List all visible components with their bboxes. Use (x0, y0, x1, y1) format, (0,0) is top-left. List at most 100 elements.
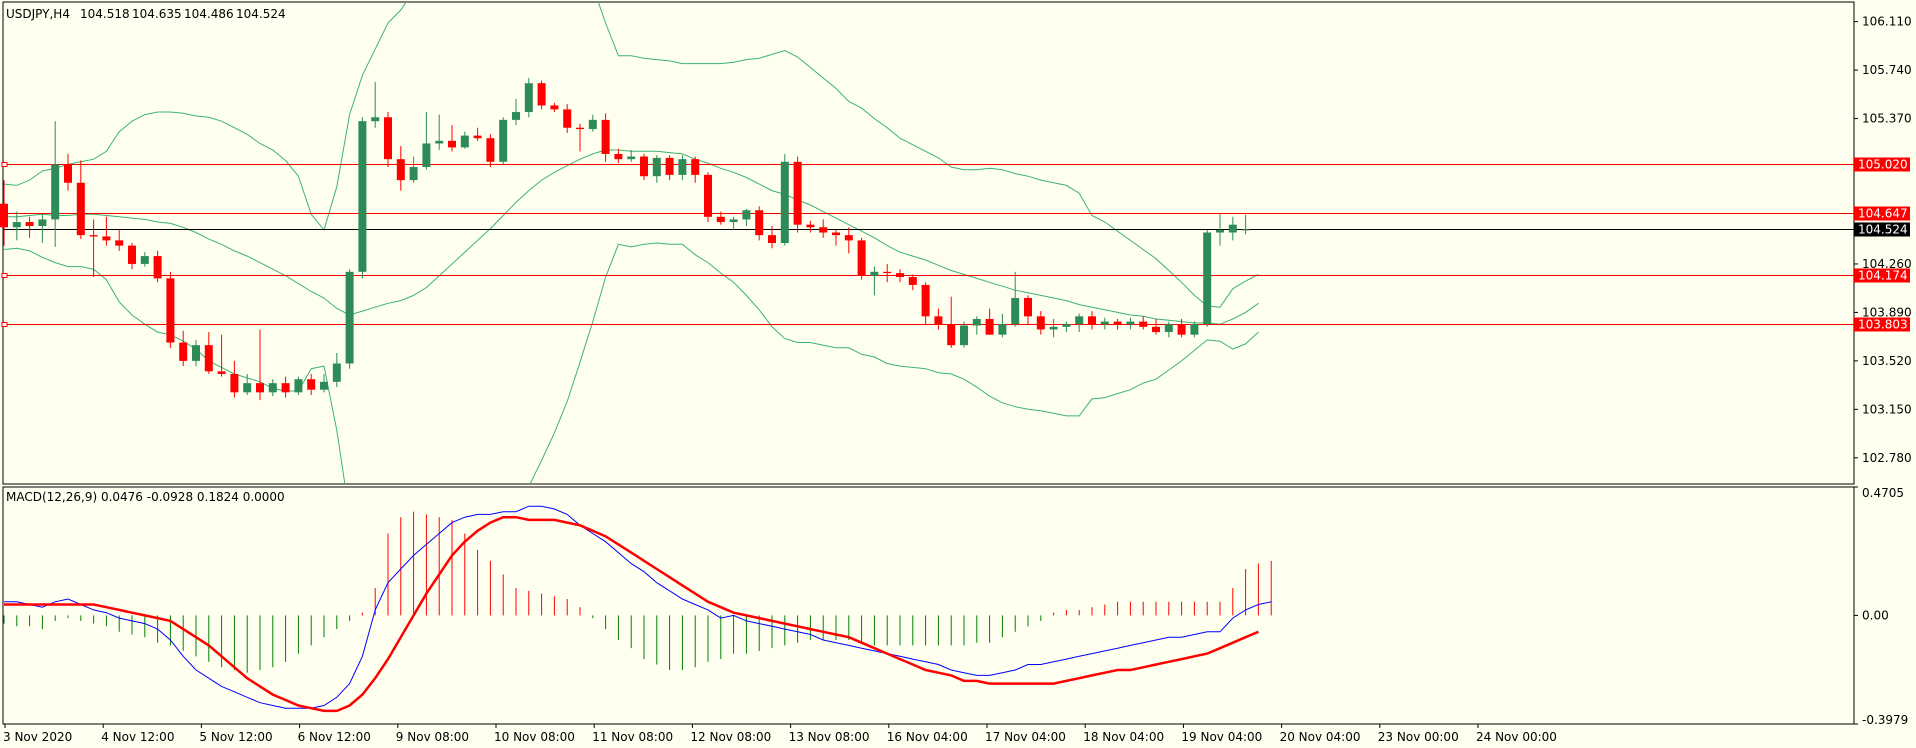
time-tick-label: 24 Nov 00:00 (1476, 730, 1557, 744)
macd-panel[interactable]: MACD(12,26,9) 0.0476 -0.0928 0.1824 0.00… (2, 486, 1855, 725)
candle (448, 125, 456, 152)
candle-body (473, 135, 482, 139)
candle-body (716, 216, 725, 223)
candle (102, 216, 111, 246)
level-price-tag (1854, 317, 1910, 332)
candle-body (576, 127, 584, 130)
candle (409, 156, 418, 183)
candle-body (665, 157, 674, 175)
candle (512, 98, 520, 126)
candle (550, 102, 559, 113)
macd-signal-line (4, 515, 1259, 713)
candle (76, 160, 85, 240)
candle-body (25, 222, 34, 226)
candle-body (102, 236, 111, 241)
candle (204, 332, 213, 374)
candle (972, 316, 981, 335)
candle-body (371, 117, 380, 122)
candle-body (704, 174, 712, 217)
candle (908, 274, 917, 291)
candle (883, 263, 892, 283)
level-handle-105.020[interactable] (1, 162, 8, 167)
candle-body (268, 383, 277, 393)
level-price-label: 104.647 (1858, 207, 1908, 221)
candle (1177, 318, 1186, 338)
candle-body (409, 167, 418, 181)
candle-body (179, 342, 188, 361)
price-panel[interactable]: USDJPY,H4 104.518 104.635 104.486 104.524 (0, 0, 1855, 618)
candle (627, 150, 636, 162)
level-price-tag (1854, 268, 1910, 283)
time-tick-label: 17 Nov 04:00 (985, 730, 1066, 744)
candle-body (1113, 321, 1122, 325)
candle-body (563, 109, 572, 128)
candle (793, 156, 802, 233)
candle-body (115, 240, 124, 246)
candle (870, 266, 879, 296)
candle (1024, 295, 1032, 325)
candle (998, 313, 1007, 338)
candle-body (1177, 324, 1186, 335)
candle-body (396, 159, 405, 181)
macd-tick-label: -0.3979 (1862, 713, 1908, 727)
candle (115, 229, 124, 251)
level-handle-103.803[interactable] (1, 322, 8, 327)
candle-body (1088, 316, 1096, 325)
candle-body (281, 383, 290, 393)
level-handle-104.174[interactable] (1, 273, 8, 278)
price-tick-label: 104.260 (1862, 257, 1912, 271)
candle (1036, 311, 1045, 335)
price-axis: 105.020 104.647 104.174 103.803 104.524 106.1… (1854, 15, 1912, 465)
candle-body (217, 371, 226, 374)
candle (1152, 318, 1160, 335)
level-price-label: 105.020 (1858, 158, 1908, 172)
candle (832, 229, 840, 246)
candle-body (204, 345, 213, 372)
price-tick-label: 102.780 (1862, 451, 1912, 465)
candle-body (1228, 224, 1237, 233)
candle (1011, 271, 1020, 327)
macd-tick-label: 0.4705 (1862, 486, 1904, 500)
level-price-tag (1854, 206, 1910, 221)
candle (51, 121, 60, 247)
ohlc-header: 104.518 104.635 104.486 104.524 (80, 7, 286, 21)
candle-body (883, 271, 892, 274)
candle-body (320, 381, 328, 390)
candle-body (1164, 324, 1173, 333)
candle (844, 227, 853, 254)
candle (486, 134, 495, 168)
candle-body (358, 121, 367, 272)
price-tick-label: 103.150 (1862, 402, 1912, 416)
candle-body (908, 277, 917, 285)
candle (256, 329, 264, 401)
candle (729, 216, 738, 230)
candle (768, 225, 776, 249)
candle (947, 296, 956, 348)
candle-body (806, 224, 815, 228)
candle (217, 334, 226, 377)
candle-body (870, 271, 879, 276)
candle-body (435, 140, 444, 144)
candle-body (1011, 298, 1020, 325)
candle (934, 308, 943, 330)
bollinger-lower-line (3, 242, 1259, 484)
candle (358, 117, 367, 279)
candle (588, 114, 597, 132)
candle (140, 252, 149, 267)
candle (1203, 229, 1212, 327)
candle (307, 373, 316, 395)
candle (281, 376, 290, 398)
candle (896, 269, 904, 283)
candle (1190, 321, 1199, 338)
candle-body (652, 157, 661, 177)
time-tick-label: 3 Nov 2020 (3, 730, 72, 744)
candle (320, 373, 328, 393)
price-tick-label: 103.520 (1862, 354, 1912, 368)
candle (89, 219, 98, 278)
candle (179, 330, 188, 367)
candle (960, 321, 968, 348)
candle-body (947, 324, 956, 346)
time-tick-label: 4 Nov 12:00 (101, 730, 174, 744)
